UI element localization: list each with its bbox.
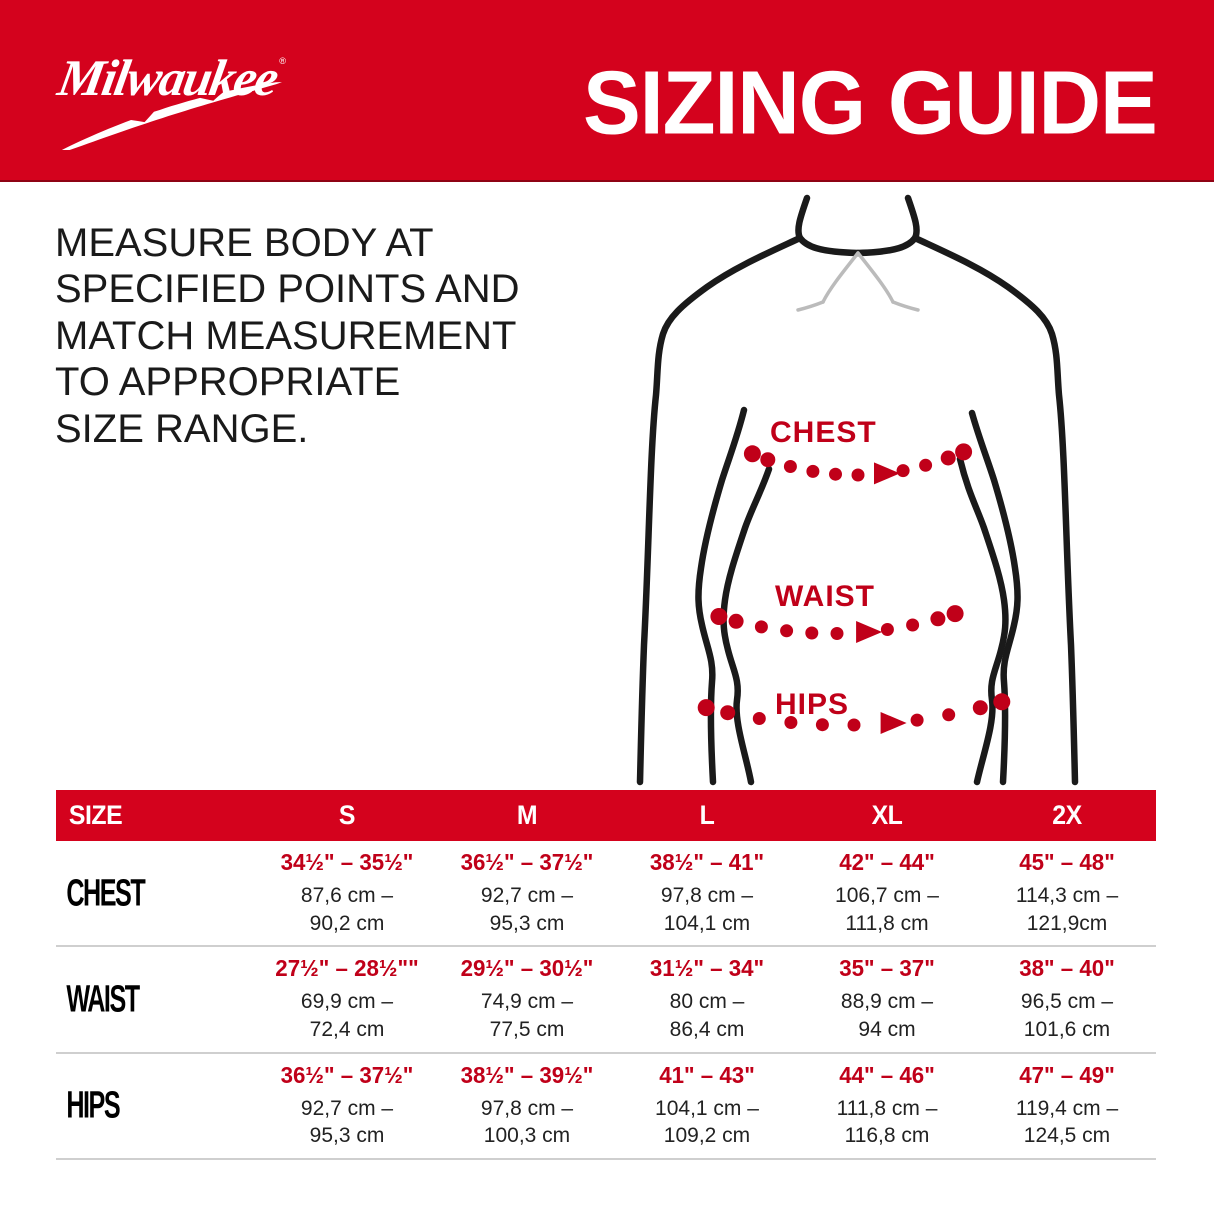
svg-text:WAIST: WAIST (775, 580, 875, 613)
svg-text:HIPS: HIPS (775, 688, 849, 721)
svg-text:CHEST: CHEST (770, 416, 877, 449)
